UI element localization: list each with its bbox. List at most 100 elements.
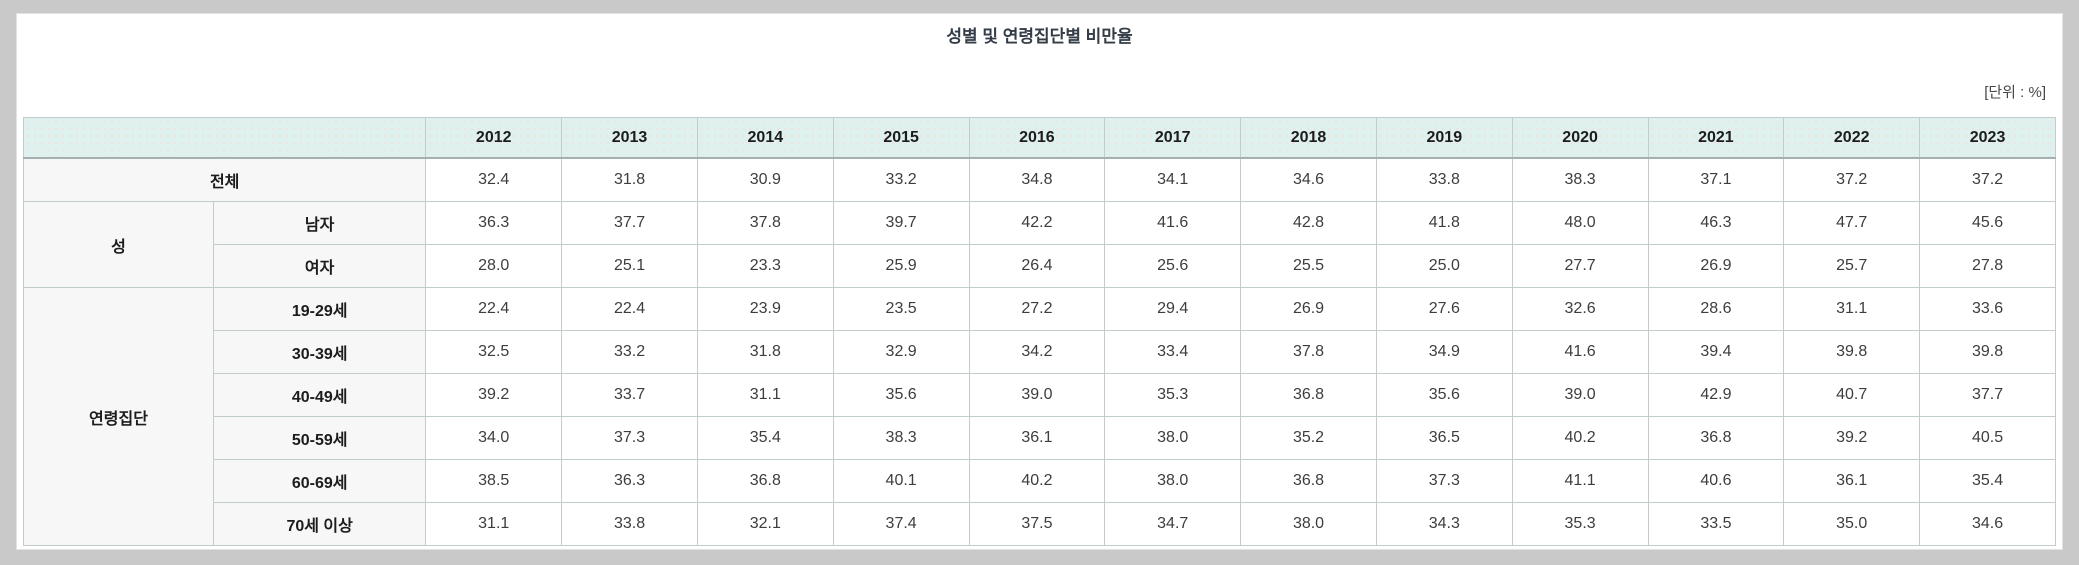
- table-row: 여자 28.0 25.1 23.3 25.9 26.4 25.6 25.5 25.0 27.7 26…: [24, 244, 2056, 288]
- header-corner-cell: [22, 117, 427, 159]
- value-cell: 34.0: [425, 416, 563, 460]
- row-group-label: 성: [23, 201, 214, 288]
- value-cell: 32.5: [425, 330, 563, 374]
- value-cell: 38.5: [425, 459, 563, 503]
- value-cell: 37.8: [1240, 330, 1377, 374]
- value-cell: 34.1: [1104, 157, 1242, 202]
- value-cell: 36.3: [561, 459, 698, 503]
- table-row: 연령집단 19-29세 22.4 22.4 23.9 23.5 27.2 29.4 26.9 27…: [23, 287, 2056, 546]
- row-label: 60-69세: [212, 459, 427, 503]
- value-cell: 25.9: [832, 244, 970, 288]
- row-label: 여자: [212, 244, 427, 288]
- value-cell: 36.8: [1647, 416, 1785, 460]
- value-cell: 34.6: [1919, 502, 2056, 546]
- value-cell: 37.4: [832, 502, 970, 546]
- value-cell: 37.3: [1375, 459, 1513, 503]
- value-cell: 40.7: [1783, 373, 1921, 417]
- value-cell: 36.1: [968, 416, 1106, 460]
- value-cell: 40.1: [832, 459, 970, 503]
- table-row: 40-49세 39.2 33.7 31.1 35.6 39.0 35.3 36.8 35.6 39…: [24, 373, 2056, 417]
- value-cell: 31.8: [696, 330, 834, 374]
- value-cell: 32.1: [696, 502, 834, 546]
- year-header: 2015: [832, 117, 970, 159]
- value-cell: 37.5: [968, 502, 1106, 546]
- row-label: 남자: [212, 201, 427, 245]
- value-cell: 37.2: [1783, 157, 1921, 202]
- value-cell: 45.6: [1919, 201, 2056, 245]
- value-cell: 34.2: [968, 330, 1106, 374]
- value-cell: 39.8: [1783, 330, 1921, 374]
- row-label: 30-39세: [212, 330, 427, 374]
- value-cell: 37.1: [1647, 157, 1785, 202]
- value-cell: 30.9: [696, 157, 834, 202]
- value-cell: 36.8: [1240, 459, 1377, 503]
- table-row: 30-39세 32.5 33.2 31.8 32.9 34.2 33.4 37.8 34.9 41…: [24, 330, 2056, 374]
- value-cell: 33.6: [1919, 287, 2056, 331]
- row-label: 40-49세: [212, 373, 427, 417]
- value-cell: 27.6: [1375, 287, 1513, 331]
- value-cell: 32.9: [832, 330, 970, 374]
- row-group-label: 연령집단: [23, 287, 214, 546]
- year-header: 2018: [1240, 117, 1377, 159]
- value-cell: 33.8: [1375, 157, 1513, 202]
- value-cell: 27.2: [968, 287, 1106, 331]
- row-label: 전체: [22, 157, 427, 202]
- obesity-rate-table: 2012 2013 2014 2015 2016 2017 2018 2019 2020 2021…: [22, 117, 2056, 546]
- value-cell: 46.3: [1647, 201, 1785, 245]
- table-header-row: 2012 2013 2014 2015 2016 2017 2018 2019 2020 2021…: [22, 117, 2056, 159]
- value-cell: 34.3: [1375, 502, 1513, 546]
- value-cell: 25.7: [1783, 244, 1921, 288]
- page-background: 성별 및 연령집단별 비만율 [단위 : %] 2012 2013 2014 2015…: [0, 13, 2079, 565]
- value-cell: 33.2: [832, 157, 970, 202]
- value-cell: 34.7: [1104, 502, 1242, 546]
- year-header: 2017: [1104, 117, 1242, 159]
- value-cell: 33.2: [561, 330, 698, 374]
- value-cell: 25.1: [561, 244, 698, 288]
- value-cell: 37.3: [561, 416, 698, 460]
- value-cell: 36.8: [696, 459, 834, 503]
- value-cell: 25.5: [1240, 244, 1377, 288]
- value-cell: 39.4: [1647, 330, 1785, 374]
- unit-label: [단위 : %]: [1984, 84, 2046, 101]
- value-cell: 36.5: [1375, 416, 1513, 460]
- value-cell: 23.3: [696, 244, 834, 288]
- year-header: 2012: [425, 117, 563, 159]
- year-header: 2020: [1511, 117, 1649, 159]
- value-cell: 42.9: [1647, 373, 1785, 417]
- value-cell: 38.0: [1104, 459, 1242, 503]
- value-cell: 41.6: [1104, 201, 1242, 245]
- value-cell: 31.1: [425, 502, 563, 546]
- value-cell: 35.6: [832, 373, 970, 417]
- row-label: 19-29세: [212, 287, 427, 331]
- value-cell: 48.0: [1511, 201, 1649, 245]
- value-cell: 35.3: [1104, 373, 1242, 417]
- value-cell: 22.4: [425, 287, 563, 331]
- value-cell: 42.8: [1240, 201, 1377, 245]
- table-row: 50-59세 34.0 37.3 35.4 38.3 36.1 38.0 35.2 36.5 40…: [24, 416, 2056, 460]
- value-cell: 41.8: [1375, 201, 1513, 245]
- value-cell: 33.5: [1647, 502, 1785, 546]
- value-cell: 36.3: [425, 201, 563, 245]
- value-cell: 35.2: [1240, 416, 1377, 460]
- table-row: 70세 이상 31.1 33.8 32.1 37.4 37.5 34.7 38.0 34.3 35…: [24, 502, 2056, 546]
- value-cell: 38.0: [1104, 416, 1242, 460]
- table-row: 60-69세 38.5 36.3 36.8 40.1 40.2 38.0 36.8 37.3 41…: [24, 459, 2056, 503]
- value-cell: 34.8: [968, 157, 1106, 202]
- year-header: 2022: [1783, 117, 1921, 159]
- value-cell: 39.7: [832, 201, 970, 245]
- value-cell: 33.4: [1104, 330, 1242, 374]
- value-cell: 41.6: [1511, 330, 1649, 374]
- value-cell: 38.0: [1240, 502, 1377, 546]
- value-cell: 32.6: [1511, 287, 1649, 331]
- value-cell: 39.2: [425, 373, 563, 417]
- stat-table-panel: 성별 및 연령집단별 비만율 [단위 : %] 2012 2013 2014 2015…: [16, 13, 2063, 550]
- value-cell: 42.2: [968, 201, 1106, 245]
- table-title: 성별 및 연령집단별 비만율: [946, 27, 1133, 46]
- value-cell: 28.6: [1647, 287, 1785, 331]
- value-cell: 41.1: [1511, 459, 1649, 503]
- value-cell: 26.9: [1240, 287, 1377, 331]
- value-cell: 23.5: [832, 287, 970, 331]
- value-cell: 36.1: [1783, 459, 1921, 503]
- value-cell: 34.9: [1375, 330, 1513, 374]
- value-cell: 26.4: [968, 244, 1106, 288]
